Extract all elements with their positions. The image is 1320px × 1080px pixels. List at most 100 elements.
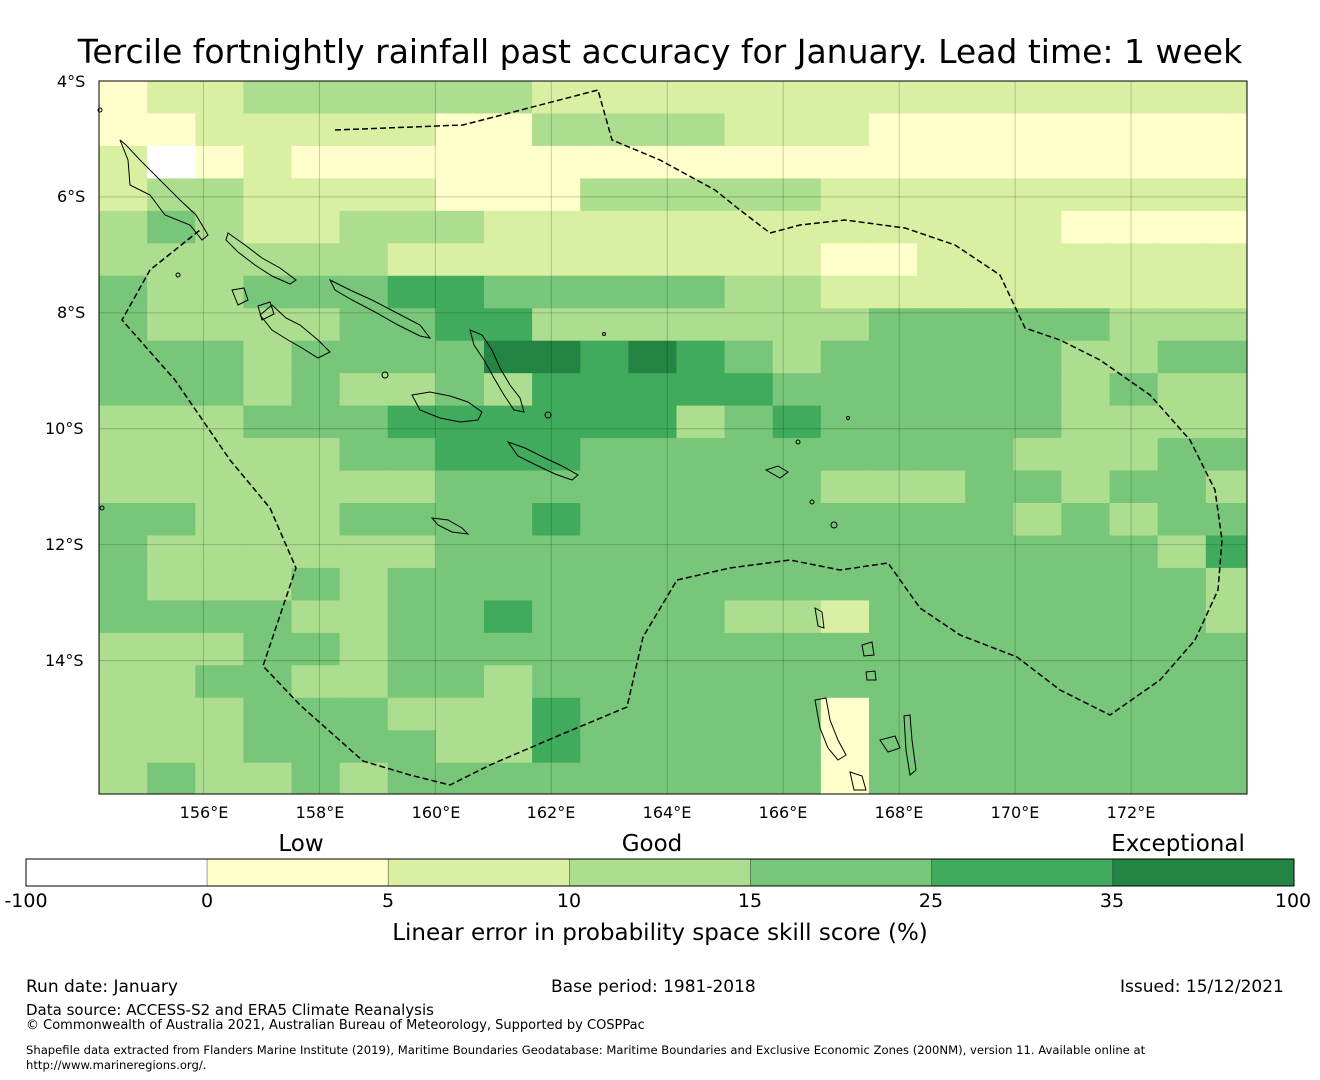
grid-cell <box>820 730 870 764</box>
island-santa-isabel <box>328 278 432 339</box>
grid-cell <box>483 113 533 147</box>
grid-cell <box>724 665 774 699</box>
grid-cell <box>99 113 148 147</box>
grid-cell <box>387 113 437 147</box>
grid-cell <box>1109 210 1159 244</box>
grid-cell <box>917 697 966 731</box>
grid-cell <box>195 470 244 504</box>
grid-cell <box>917 567 966 601</box>
colorbar-segment <box>569 858 751 887</box>
island-ulawa <box>544 411 552 419</box>
grid-cell <box>339 665 389 699</box>
island-pentecost <box>903 714 917 776</box>
island-vella-lavella <box>231 287 249 306</box>
grid-cell <box>628 470 678 504</box>
grid-cell <box>435 243 485 277</box>
grid-cell <box>339 81 389 115</box>
grid-cell <box>965 632 1014 666</box>
grid-cell <box>195 438 244 472</box>
grid-cell <box>917 632 966 666</box>
grid-cell <box>243 113 293 147</box>
grid-cell <box>917 503 966 537</box>
colorbar-segment <box>387 858 570 887</box>
grid-cell <box>917 535 966 569</box>
grid-cell <box>820 113 870 147</box>
grid-cell <box>1061 243 1111 277</box>
grid-cell <box>628 145 678 179</box>
grid-cell <box>532 373 581 407</box>
grid-cell <box>724 567 774 601</box>
grid-cell <box>483 503 533 537</box>
graticule <box>99 81 1247 794</box>
island-tikopia <box>830 521 838 529</box>
grid-cell <box>676 762 726 794</box>
grid-cell <box>291 567 341 601</box>
grid-cell <box>532 730 581 764</box>
grid-cell <box>243 730 293 764</box>
grid-cell <box>243 567 293 601</box>
grid-cell <box>483 438 533 472</box>
grid-cell <box>1109 535 1159 569</box>
grid-cell <box>291 535 341 569</box>
grid-cell <box>147 697 196 731</box>
grid-cell <box>1013 210 1063 244</box>
grid-cell <box>483 470 533 504</box>
grid-cell <box>820 81 870 115</box>
grid-cell <box>291 210 341 244</box>
grid-cell <box>532 243 581 277</box>
grid-cell <box>387 535 437 569</box>
grid-cell <box>580 762 629 794</box>
grid-cell <box>820 405 870 439</box>
grid-cell <box>1061 600 1111 634</box>
island-utupua <box>795 439 801 445</box>
grid-cell <box>532 81 581 115</box>
grid-cell <box>628 308 678 342</box>
grid-cell <box>868 697 918 731</box>
grid-cell <box>483 535 533 569</box>
grid-cell <box>435 340 485 374</box>
grid-cell <box>1157 632 1207 666</box>
grid-cell <box>772 113 822 147</box>
grid-cell <box>820 470 870 504</box>
grid-cell <box>147 275 196 309</box>
grid-cell <box>868 503 918 537</box>
grid-cell <box>532 113 581 147</box>
grid-cell <box>772 665 822 699</box>
grid-cell <box>195 600 244 634</box>
grid-cell <box>917 210 966 244</box>
grid-cell <box>676 535 726 569</box>
grid-cell <box>291 503 341 537</box>
grid-cell <box>724 730 774 764</box>
grid-cell <box>1061 145 1111 179</box>
grid-cell <box>917 438 966 472</box>
grid-cell <box>1013 730 1063 764</box>
grid-cell <box>532 178 581 212</box>
grid-cell <box>291 665 341 699</box>
grid-cell <box>1157 762 1207 794</box>
grid-cell <box>1109 308 1159 342</box>
colorbar <box>25 858 1295 887</box>
grid-cell <box>628 81 678 115</box>
grid-cell <box>387 632 437 666</box>
grid-cell <box>532 340 581 374</box>
grid-cell <box>147 600 196 634</box>
grid-cell <box>868 665 918 699</box>
grid-cell <box>99 81 148 115</box>
grid-cell <box>532 632 581 666</box>
grid-cell <box>772 535 822 569</box>
grid-cell <box>243 81 293 115</box>
grid-cell <box>1157 340 1207 374</box>
grid-cell <box>917 405 966 439</box>
grid-cell <box>1205 81 1247 115</box>
grid-cell <box>1205 405 1247 439</box>
grid-cell <box>435 308 485 342</box>
grid-cell <box>1061 762 1111 794</box>
grid-cell <box>580 665 629 699</box>
grid-cell <box>965 730 1014 764</box>
grid-cell <box>820 503 870 537</box>
grid-cell <box>195 405 244 439</box>
grid-cell <box>339 697 389 731</box>
grid-cell <box>195 697 244 731</box>
copyright: © Commonwealth of Australia 2021, Austra… <box>26 1018 645 1033</box>
lon-label-170e: 170°E <box>990 803 1040 822</box>
